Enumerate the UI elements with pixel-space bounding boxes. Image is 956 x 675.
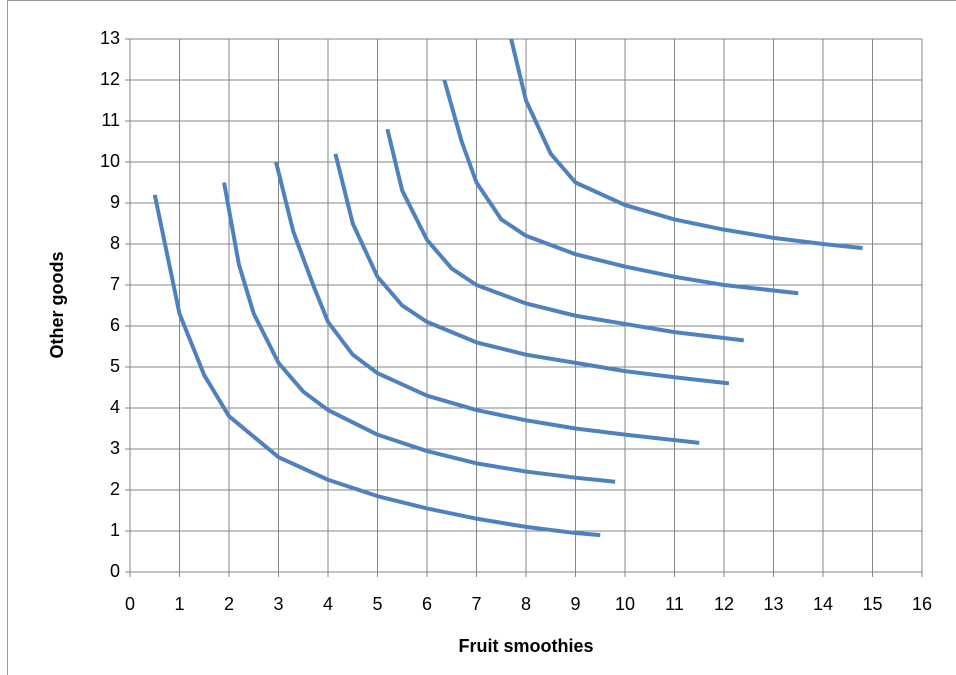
y-tick-label: 7: [110, 274, 120, 294]
y-tick-label: 4: [110, 397, 120, 417]
x-tick-label: 14: [813, 594, 833, 614]
x-tick-label: 5: [372, 594, 382, 614]
curve: [509, 38, 863, 251]
y-tick-label: 8: [110, 233, 120, 253]
y-tick-label: 11: [101, 110, 120, 130]
x-tick-label: 2: [224, 594, 234, 614]
y-tick-label: 6: [110, 315, 120, 335]
y-axis-label: Other goods: [47, 252, 67, 359]
y-tick-label: 2: [110, 479, 120, 499]
x-tick-label: 16: [912, 594, 932, 614]
x-tick-label: 0: [125, 594, 135, 614]
x-tick-label: 15: [862, 594, 882, 614]
x-tick-label: 6: [422, 594, 432, 614]
y-tick-label: 1: [110, 520, 120, 540]
y-tick-label: 13: [100, 28, 120, 48]
curve: [274, 161, 700, 445]
y-tick-label: 3: [110, 438, 120, 458]
y-tick-label: 5: [110, 356, 120, 376]
x-tick-label: 9: [570, 594, 580, 614]
y-tick-label: 0: [110, 561, 120, 581]
y-tick-label: 12: [100, 69, 120, 89]
x-tick-label: 1: [174, 594, 184, 614]
curve: [442, 79, 799, 296]
curve: [152, 194, 601, 538]
y-tick-label: 10: [100, 151, 120, 171]
x-tick-label: 11: [665, 594, 684, 614]
x-tick-label: 10: [615, 594, 635, 614]
x-tick-label: 4: [323, 594, 333, 614]
x-tick-label: 7: [471, 594, 481, 614]
x-tick-label: 12: [714, 594, 734, 614]
curve: [222, 182, 616, 484]
curve: [385, 128, 745, 343]
x-axis-label: Fruit smoothies: [458, 636, 593, 656]
curve: [333, 153, 730, 386]
x-tick-label: 8: [521, 594, 531, 614]
x-tick-label: 3: [273, 594, 283, 614]
x-tick-label: 13: [763, 594, 783, 614]
y-tick-label: 9: [110, 192, 120, 212]
